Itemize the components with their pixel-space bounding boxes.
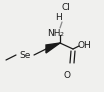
Text: Cl: Cl: [62, 3, 70, 13]
Text: H: H: [56, 13, 62, 22]
Text: NH: NH: [47, 29, 61, 38]
Text: O: O: [64, 71, 71, 80]
Text: Se: Se: [19, 51, 31, 60]
Polygon shape: [46, 43, 60, 53]
Text: OH: OH: [77, 41, 91, 51]
Text: 2: 2: [60, 32, 64, 38]
